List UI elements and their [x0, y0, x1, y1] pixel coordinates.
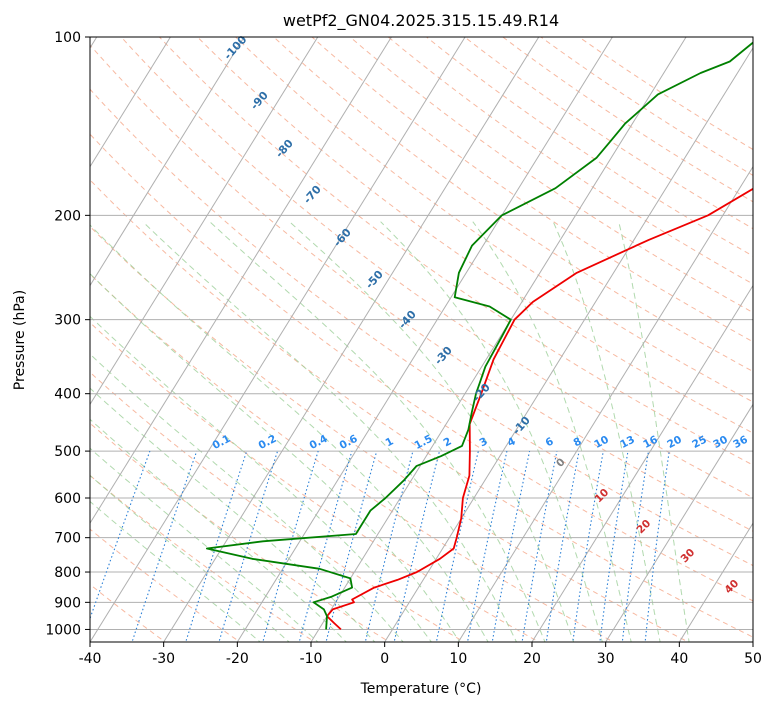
isotherm-line: [678, 522, 753, 642]
mixing-ratio-line: [131, 450, 198, 642]
moist-adiabat-line: [90, 447, 319, 642]
y-tick-label: 700: [54, 531, 81, 547]
mixing-ratio-line: [364, 450, 414, 642]
y-tick-label: 500: [54, 444, 81, 460]
x-tick-label: 10: [449, 651, 467, 667]
mixing-ratio-line: [491, 450, 531, 642]
x-tick-label: 0: [380, 651, 389, 667]
y-tick-label: 400: [54, 387, 81, 403]
chart-title: wetPf2_GN04.2025.315.15.49.R14: [283, 11, 559, 31]
y-tick-label: 200: [54, 208, 81, 224]
mixing-ratio-line: [262, 450, 319, 642]
mixing-ratio-line: [521, 450, 558, 642]
x-tick-label: 40: [670, 651, 688, 667]
isotherm-line: [90, 37, 171, 168]
x-tick-label: 50: [744, 651, 762, 667]
isotherm-line: [90, 37, 392, 525]
x-tick-label: 20: [523, 651, 541, 667]
temperature-profile-line: [326, 187, 753, 631]
isotherm-line: [236, 37, 613, 642]
isotherm-line: [90, 37, 245, 287]
dewpoint-profile-line: [205, 41, 753, 630]
mixing-ratio-line: [393, 450, 441, 642]
dry-adiabat-line: [90, 133, 753, 602]
dry-adiabat-line: [90, 422, 391, 642]
moist-adiabat-line: [142, 221, 518, 642]
moist-adiabat-line: [90, 353, 404, 642]
y-tick-label: 100: [54, 30, 81, 46]
isotherm-line: [384, 46, 753, 642]
x-tick-label: -40: [79, 651, 102, 667]
mixing-ratio-line: [435, 450, 479, 642]
y-tick-label: 1000: [45, 622, 81, 638]
moist-adiabat-line: [552, 221, 661, 642]
isotherm-line: [90, 37, 319, 406]
x-tick-label: -20: [226, 651, 249, 667]
plot-series: [205, 41, 753, 631]
moist-adiabat-line: [289, 221, 575, 642]
isotherm-line: [163, 37, 540, 642]
y-tick-label: 900: [54, 595, 81, 611]
plot-frame: [89, 36, 754, 643]
isotherm-line: [457, 165, 753, 642]
plot-grid: [90, 37, 753, 642]
dry-adiabat-line: [90, 88, 753, 567]
x-tick-label: 30: [597, 651, 615, 667]
isotherm-line: [310, 37, 687, 642]
mixing-ratio-line: [298, 450, 353, 642]
x-tick-label: -30: [152, 651, 175, 667]
y-tick-label: 600: [54, 491, 81, 507]
mixing-ratio-line: [218, 450, 279, 642]
x-axis-label: Temperature (°C): [360, 681, 482, 697]
moist-adiabat-line: [90, 315, 433, 642]
isotherm-line: [605, 403, 753, 642]
moist-adiabat-line: [90, 418, 348, 642]
isotherm-line: [90, 37, 466, 642]
moist-adiabat-line: [209, 221, 546, 642]
moist-adiabat-line: [90, 273, 461, 642]
dry-adiabat-line: [273, 37, 753, 373]
mixing-ratio-line: [466, 450, 508, 642]
y-axis-label: Pressure (hPa): [12, 290, 28, 390]
axes: -40 -30 -20 -10 0 10 20 30 40 50 100 200 300 400 500 60…: [45, 30, 762, 667]
mixing-ratio-line: [185, 450, 248, 642]
dry-adiabat-line: [196, 37, 753, 434]
isotherm-line: [531, 284, 753, 642]
moist-adiabat-line: [618, 221, 690, 642]
x-tick-label: -10: [300, 651, 323, 667]
y-tick-label: 300: [54, 313, 81, 329]
dry-adiabat-line: [120, 37, 753, 499]
y-tick-label: 800: [54, 565, 81, 581]
dry-adiabat-line: [349, 37, 753, 314]
